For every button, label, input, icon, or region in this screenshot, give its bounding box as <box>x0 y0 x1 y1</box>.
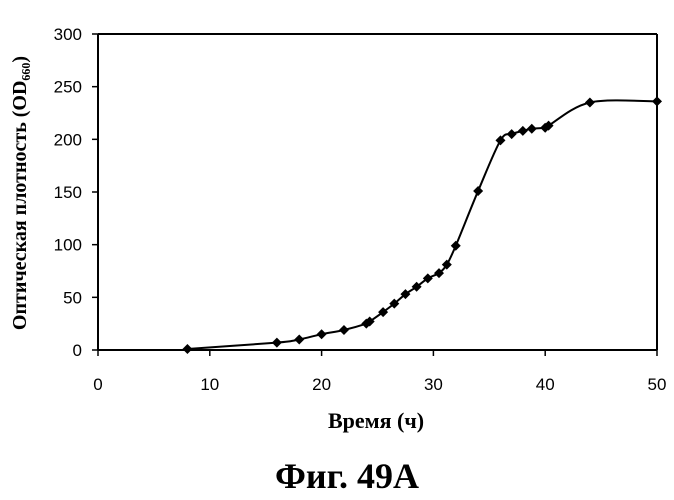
data-point <box>317 329 327 339</box>
data-point <box>339 325 349 335</box>
axes <box>98 34 657 350</box>
data-point <box>272 338 282 348</box>
data-point <box>518 126 528 136</box>
data-point <box>473 186 483 196</box>
x-tick-label: 50 <box>648 375 667 394</box>
x-tick-label: 30 <box>424 375 443 394</box>
y-tick-label: 300 <box>54 25 82 44</box>
series-line <box>187 100 657 349</box>
data-point <box>585 97 595 107</box>
ticks: 0 10 20 30 40 50 0 50 100 150 200 250 300 <box>54 25 667 394</box>
data-point <box>527 124 537 134</box>
y-tick-label: 0 <box>73 341 82 360</box>
y-axis-title: Оптическая плотность (OD₆₆₀) <box>9 56 31 330</box>
data-point <box>182 344 192 354</box>
data-point <box>451 241 461 251</box>
y-tick-label: 100 <box>54 236 82 255</box>
y-tick-label: 200 <box>54 130 82 149</box>
x-tick-label: 10 <box>200 375 219 394</box>
markers <box>182 96 662 354</box>
data-point <box>294 334 304 344</box>
y-tick-label: 50 <box>63 288 82 307</box>
data-point <box>652 96 662 106</box>
series <box>187 100 657 349</box>
data-point <box>507 129 517 139</box>
x-axis-title: Время (ч) <box>328 408 424 433</box>
y-tick-label: 250 <box>54 78 82 97</box>
y-tick-label: 150 <box>54 183 82 202</box>
x-tick-label: 0 <box>93 375 102 394</box>
x-tick-label: 40 <box>536 375 555 394</box>
x-tick-label: 20 <box>312 375 331 394</box>
figure-caption: Фиг. 49A <box>275 456 419 496</box>
